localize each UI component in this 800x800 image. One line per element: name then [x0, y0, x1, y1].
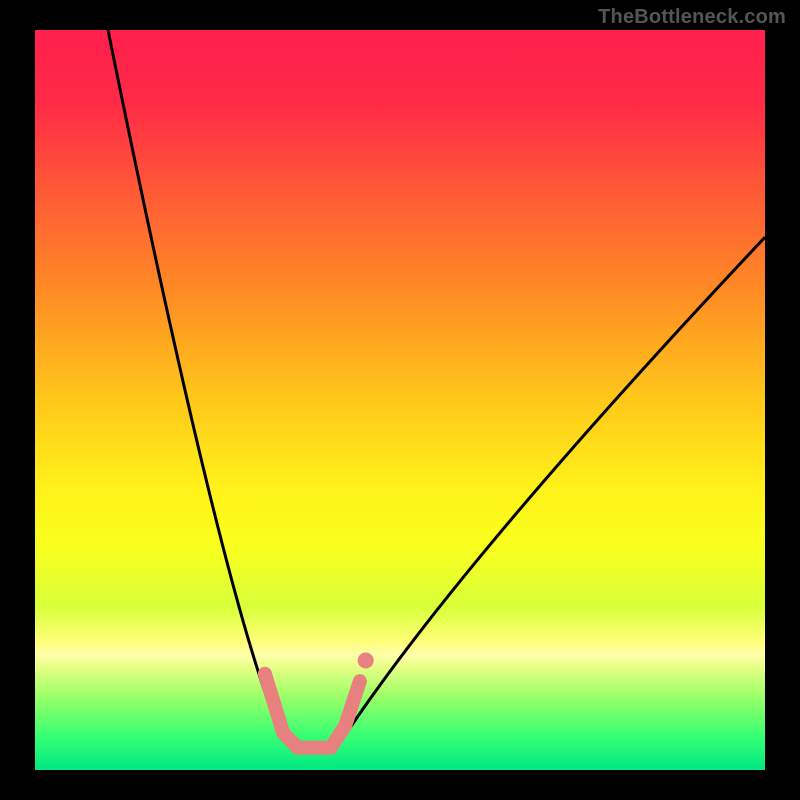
chart-root: TheBottleneck.com	[0, 0, 800, 800]
valley-end-marker	[358, 652, 374, 668]
watermark: TheBottleneck.com	[598, 6, 786, 29]
chart-svg	[0, 0, 800, 800]
